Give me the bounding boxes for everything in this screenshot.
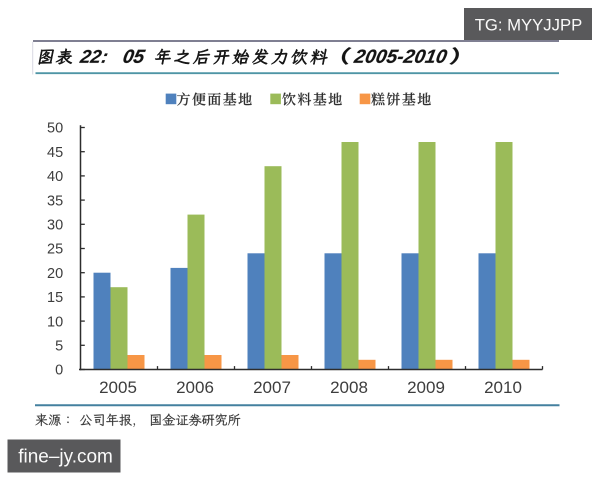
svg-text:2010: 2010 bbox=[484, 378, 522, 397]
svg-text:15: 15 bbox=[47, 290, 63, 306]
svg-text:25: 25 bbox=[47, 242, 63, 258]
svg-text:2008: 2008 bbox=[330, 378, 368, 397]
svg-text:10: 10 bbox=[47, 314, 63, 330]
svg-text:30: 30 bbox=[47, 218, 63, 234]
svg-text:TG: MYYJJPP: TG: MYYJJPP bbox=[475, 15, 583, 34]
svg-text:0: 0 bbox=[55, 363, 63, 379]
svg-text:35: 35 bbox=[47, 193, 63, 209]
svg-text:2009: 2009 bbox=[407, 378, 445, 397]
svg-text:2007: 2007 bbox=[253, 378, 291, 397]
svg-text:45: 45 bbox=[47, 145, 63, 161]
svg-text:2005: 2005 bbox=[99, 378, 137, 397]
svg-text:40: 40 bbox=[47, 169, 63, 185]
svg-text:5: 5 bbox=[55, 339, 63, 355]
svg-text:50: 50 bbox=[47, 121, 63, 137]
svg-text:20: 20 bbox=[47, 266, 63, 282]
svg-text:2006: 2006 bbox=[176, 378, 214, 397]
svg-text:fine–jy.com: fine–jy.com bbox=[18, 446, 113, 467]
